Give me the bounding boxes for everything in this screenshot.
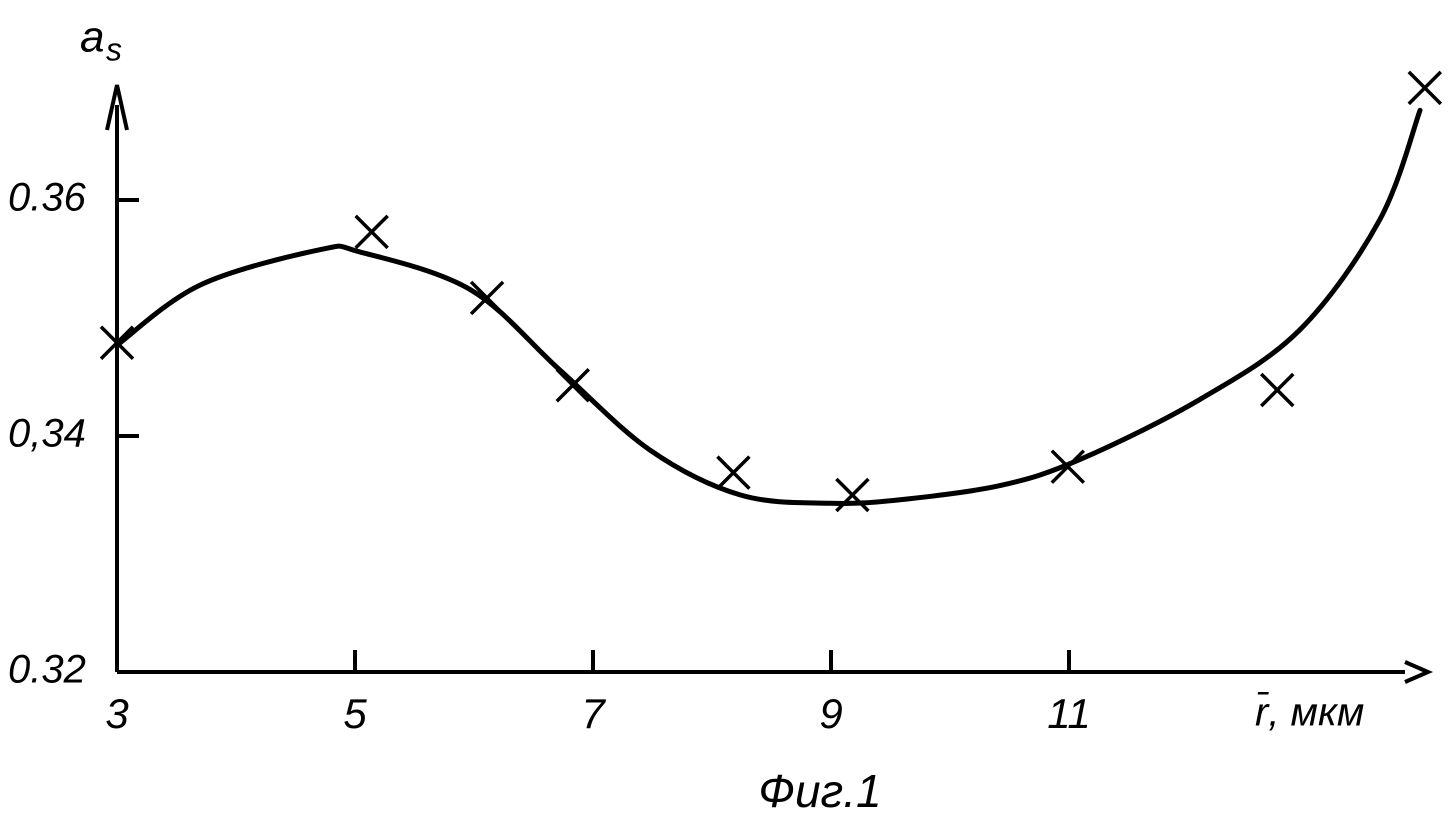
y-axis bbox=[107, 85, 127, 672]
x-axis bbox=[117, 662, 1428, 682]
x-tick-label: 11 bbox=[1047, 690, 1091, 737]
page: a s r̄, мкм Фиг.1 0.320,340.36357911 (()… bbox=[0, 0, 1452, 828]
data-point bbox=[1261, 374, 1293, 406]
y-tick-label: 0.32 bbox=[8, 648, 86, 692]
x-tick-label: 3 bbox=[105, 690, 128, 737]
y-axis-label-sub: s bbox=[106, 31, 122, 67]
chart: a s r̄, мкм Фиг.1 0.32 0,34 0.36 3 5 7 9 11 bbox=[0, 0, 1452, 828]
data-point bbox=[1409, 72, 1441, 104]
x-tick-label: 9 bbox=[819, 690, 842, 737]
caption: Фиг.1 bbox=[758, 765, 881, 817]
y-axis-label: a bbox=[80, 13, 104, 62]
data-point bbox=[356, 216, 388, 248]
x-tick-label: 5 bbox=[343, 690, 367, 737]
y-tick-label: 0.36 bbox=[8, 176, 87, 220]
fit-curve bbox=[117, 110, 1420, 503]
y-tick-label: 0,34 bbox=[8, 412, 86, 456]
data-point bbox=[717, 457, 749, 489]
x-tick-label: 7 bbox=[581, 690, 606, 737]
x-axis-label: r̄, мкм bbox=[1255, 691, 1364, 735]
data-point bbox=[836, 479, 868, 511]
